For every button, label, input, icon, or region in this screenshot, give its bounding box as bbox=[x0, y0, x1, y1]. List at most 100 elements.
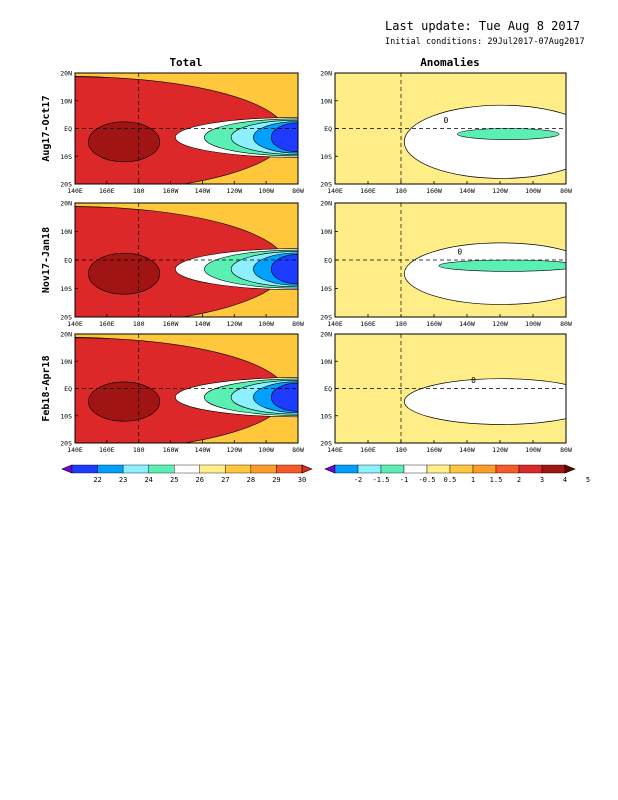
total-panel-1 bbox=[75, 73, 298, 184]
anomaly-colorbar-label: -1 bbox=[400, 476, 408, 484]
x-tick-label: 160W bbox=[163, 320, 179, 328]
x-tick-label: 100W bbox=[258, 187, 274, 195]
anomaly-colorbar-swatch bbox=[495, 464, 520, 474]
x-tick-label: 140E bbox=[67, 446, 83, 454]
x-tick-label: 160W bbox=[426, 446, 442, 454]
contour-zero-label: 0 bbox=[443, 116, 448, 125]
initial-conditions-text: Initial conditions: 29Jul2017-07Aug2017 bbox=[385, 37, 585, 47]
x-tick-label: 160W bbox=[426, 320, 442, 328]
x-tick-label: 180 bbox=[395, 187, 407, 195]
contour-zero-label: 0 bbox=[471, 376, 476, 385]
x-tick-label: 80W bbox=[560, 187, 572, 195]
anomaly-zero-region bbox=[403, 242, 566, 305]
y-tick-label: 10S bbox=[60, 153, 72, 161]
row-label-2: Nov17-Jan18 bbox=[41, 227, 52, 293]
anomaly-colorbar-label: 3 bbox=[540, 476, 544, 484]
x-tick-label: 160E bbox=[360, 320, 376, 328]
total-colorbar-label: 28 bbox=[247, 476, 255, 484]
total-colorbar-max-triangle bbox=[301, 464, 313, 474]
column-title-total: Total bbox=[169, 56, 202, 69]
total-panel-2 bbox=[75, 203, 298, 317]
x-tick-label: 140W bbox=[195, 187, 211, 195]
x-tick-label: 180 bbox=[133, 187, 145, 195]
x-tick-label: 180 bbox=[133, 320, 145, 328]
y-tick-label: EQ bbox=[64, 257, 72, 265]
total-colorbar-swatch bbox=[276, 464, 303, 474]
anomaly-colorbar-swatch bbox=[541, 464, 566, 474]
total-colorbar-label: 25 bbox=[170, 476, 178, 484]
x-tick-label: 140W bbox=[459, 446, 475, 454]
y-tick-label: 20N bbox=[60, 70, 72, 78]
anomaly-colorbar bbox=[324, 464, 576, 474]
y-tick-label: 20N bbox=[320, 200, 332, 208]
y-tick-label: 10N bbox=[60, 228, 72, 236]
total-colorbar-label: 23 bbox=[119, 476, 127, 484]
x-tick-label: 140E bbox=[67, 187, 83, 195]
y-tick-label: 20N bbox=[60, 200, 72, 208]
total-panel-3 bbox=[75, 334, 298, 443]
y-tick-label: 20S bbox=[60, 314, 72, 322]
x-tick-label: 100W bbox=[525, 446, 541, 454]
total-colorbar-label: 29 bbox=[272, 476, 280, 484]
total-colorbar bbox=[61, 464, 313, 474]
anomaly-colorbar-swatch bbox=[426, 464, 451, 474]
anomaly-colorbar-label: 1 bbox=[471, 476, 475, 484]
total-colorbar-label: 27 bbox=[221, 476, 229, 484]
y-tick-label: EQ bbox=[64, 125, 72, 133]
y-tick-label: 20S bbox=[320, 181, 332, 189]
y-tick-label: 20S bbox=[60, 440, 72, 448]
y-tick-label: 10S bbox=[60, 285, 72, 293]
x-tick-label: 140E bbox=[327, 187, 343, 195]
y-tick-label: 20S bbox=[60, 181, 72, 189]
x-tick-label: 120W bbox=[492, 320, 508, 328]
total-colorbar-swatch bbox=[174, 464, 200, 474]
y-tick-label: 20N bbox=[320, 70, 332, 78]
y-tick-label: 10S bbox=[320, 412, 332, 420]
x-tick-label: 80W bbox=[560, 320, 572, 328]
x-tick-label: 140W bbox=[195, 320, 211, 328]
x-tick-label: 100W bbox=[258, 320, 274, 328]
anomaly-colorbar-swatch bbox=[518, 464, 543, 474]
total-colorbar-swatch bbox=[225, 464, 252, 474]
y-tick-label: 20S bbox=[320, 440, 332, 448]
y-tick-label: 10N bbox=[320, 228, 332, 236]
y-tick-label: 10N bbox=[60, 358, 72, 366]
x-tick-label: 140W bbox=[459, 187, 475, 195]
total-colorbar-swatch bbox=[250, 464, 277, 474]
y-tick-label: 10S bbox=[320, 285, 332, 293]
total-colorbar-label: 24 bbox=[144, 476, 152, 484]
x-tick-label: 160W bbox=[163, 446, 179, 454]
total-colorbar-swatch bbox=[122, 464, 149, 474]
total-colorbar-swatch bbox=[97, 464, 124, 474]
anomaly-colorbar-swatch bbox=[449, 464, 474, 474]
anomaly-colorbar-label: 1.5 bbox=[490, 476, 503, 484]
x-tick-label: 140E bbox=[67, 320, 83, 328]
x-tick-label: 80W bbox=[292, 320, 304, 328]
anomaly-panel-2 bbox=[335, 203, 566, 317]
x-tick-label: 80W bbox=[560, 446, 572, 454]
y-tick-label: 20N bbox=[60, 331, 72, 339]
anomaly-colorbar-swatch bbox=[380, 464, 405, 474]
total-colorbar-label: 30 bbox=[298, 476, 306, 484]
y-tick-label: 20N bbox=[320, 331, 332, 339]
x-tick-label: 100W bbox=[258, 446, 274, 454]
x-tick-label: 160E bbox=[99, 187, 115, 195]
total-colorbar-swatch bbox=[148, 464, 175, 474]
contour-zero-label: 0 bbox=[457, 247, 462, 256]
x-tick-label: 160E bbox=[360, 187, 376, 195]
total-colorbar-label: 22 bbox=[93, 476, 101, 484]
x-tick-label: 160E bbox=[99, 446, 115, 454]
anomaly-colorbar-max-triangle bbox=[564, 464, 576, 474]
anomaly-panel-1 bbox=[335, 73, 566, 184]
y-tick-label: 10S bbox=[60, 412, 72, 420]
x-tick-label: 140W bbox=[195, 446, 211, 454]
y-tick-label: 10N bbox=[320, 97, 332, 105]
anomaly-colorbar-label: 0.5 bbox=[444, 476, 457, 484]
row-label-3: Feb18-Apr18 bbox=[41, 355, 52, 421]
total-colorbar-swatch bbox=[71, 464, 98, 474]
y-tick-label: 10S bbox=[320, 153, 332, 161]
total-colorbar-swatch bbox=[199, 464, 226, 474]
anomaly-colorbar-swatch bbox=[403, 464, 428, 474]
anomaly-colorbar-swatch bbox=[334, 464, 359, 474]
